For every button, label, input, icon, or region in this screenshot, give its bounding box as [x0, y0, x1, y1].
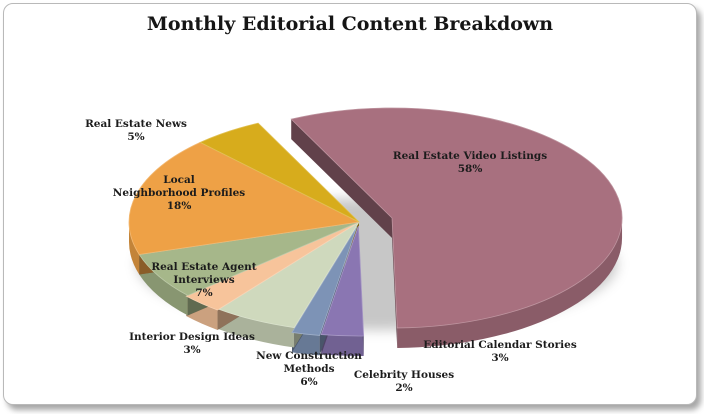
slice-label-real-estate-agent-interviews: Real Estate Agent Interviews 7%: [151, 261, 256, 299]
pie-chart: Real Estate Video Listings 58% Editorial C…: [85, 107, 623, 394]
slice-label-real-estate-video-listings: Real Estate Video Listings 58%: [393, 150, 547, 175]
slice-label-editorial-calendar-stories: Editorial Calendar Stories 3%: [423, 339, 577, 364]
slice-label-new-construction-methods: New Construction Methods 6%: [256, 350, 362, 388]
slice-editorial-calendar-stories: [320, 225, 365, 337]
slice-label-celebrity-houses: Celebrity Houses 2%: [354, 369, 454, 394]
chart-frame: Monthly Editorial Content Breakdown Real…: [3, 3, 697, 405]
slice-label-real-estate-news: Real Estate News 5%: [85, 118, 187, 143]
slice-real-estate-news: [199, 122, 360, 223]
slice-real-estate-video-listings: [290, 107, 623, 329]
slice-celebrity-houses: [291, 226, 358, 336]
slice-interior-design-ideas: [185, 222, 358, 311]
slice-label-interior-design-ideas: Interior Design Ideas 3%: [129, 331, 255, 356]
chart-title: Monthly Editorial Content Breakdown: [146, 13, 554, 35]
slice-label-local-neighborhood-profiles: Local Neighborhood Profiles 18%: [113, 174, 245, 212]
slice-local-neighborhood-profiles: [128, 141, 361, 255]
